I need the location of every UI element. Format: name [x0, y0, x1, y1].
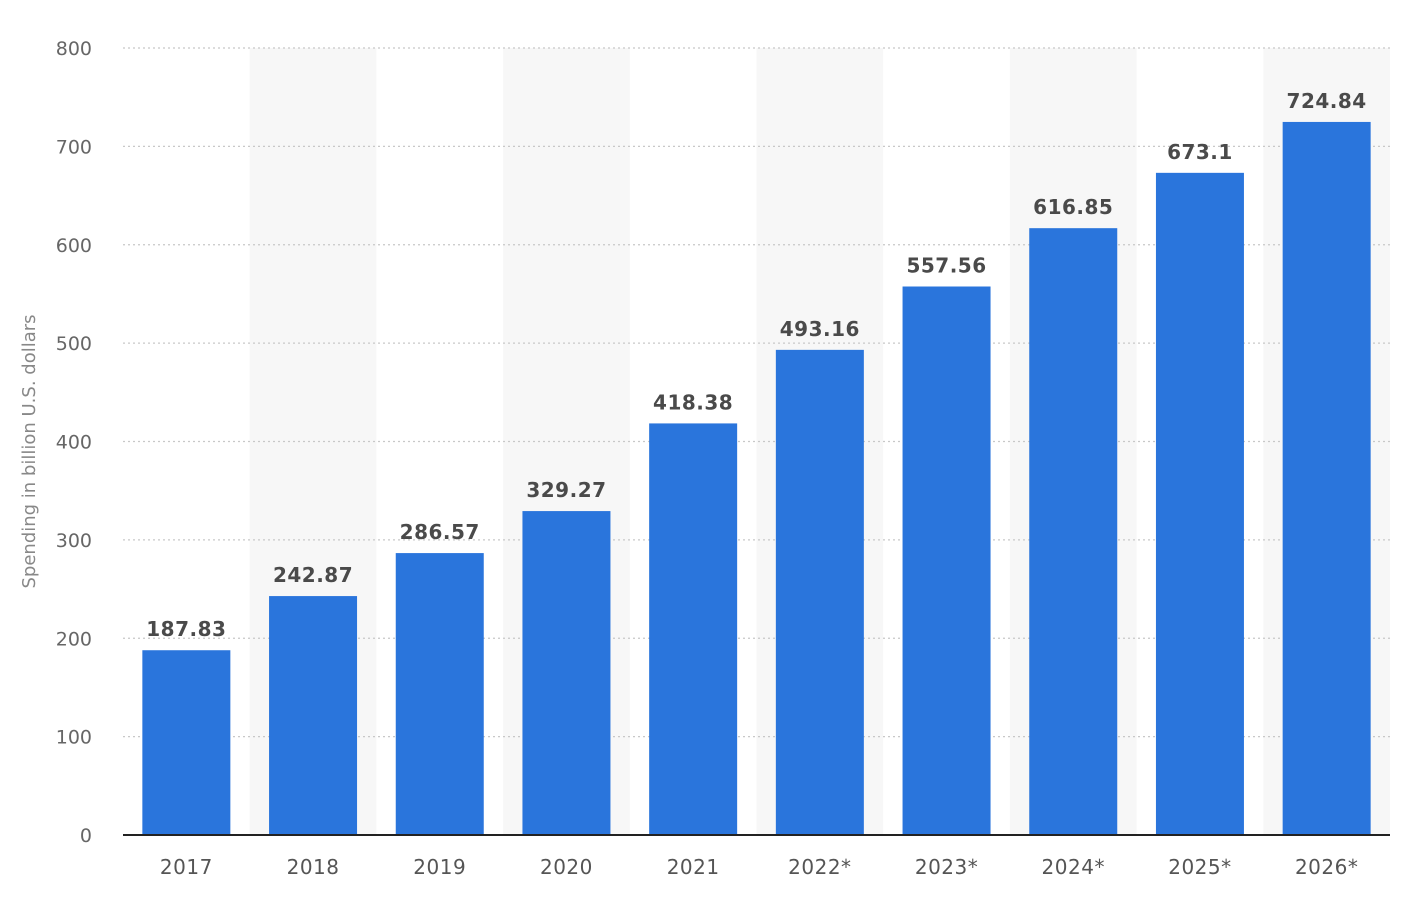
- y-tick-label: 100: [56, 727, 92, 749]
- bar: [775, 349, 864, 835]
- value-label: 242.87: [273, 563, 353, 587]
- bar: [902, 286, 991, 835]
- x-tick-label: 2021: [667, 855, 720, 879]
- value-label: 673.1: [1167, 140, 1233, 164]
- x-tick-label: 2019: [413, 855, 466, 879]
- y-axis-ticks: 0 100 200 300 400 500 600 700 800: [56, 38, 92, 847]
- y-tick-label: 400: [56, 432, 92, 454]
- bar: [142, 650, 231, 835]
- value-label: 616.85: [1033, 195, 1113, 219]
- bar: [522, 511, 611, 835]
- bar: [1029, 228, 1118, 835]
- x-tick-label: 2020: [540, 855, 593, 879]
- bar: [649, 423, 738, 835]
- value-label: 557.56: [906, 254, 986, 278]
- x-tick-label: 2017: [160, 855, 213, 879]
- bars: [142, 121, 1371, 835]
- y-tick-label: 500: [56, 333, 92, 355]
- bar: [1155, 172, 1244, 835]
- value-label: 724.84: [1287, 89, 1367, 113]
- x-axis-labels: 2017 2018 2019 2020 2021 2022* 2023* 2024* 2025*…: [160, 855, 1358, 879]
- x-tick-label: 2026*: [1295, 855, 1358, 879]
- y-tick-label: 300: [56, 530, 92, 552]
- y-tick-label: 0: [80, 825, 92, 847]
- value-label: 286.57: [400, 520, 480, 544]
- value-labels: 187.83 242.87 286.57 329.27 418.38 493.16 557.…: [146, 89, 1366, 641]
- value-label: 329.27: [526, 478, 606, 502]
- value-label: 187.83: [146, 617, 226, 641]
- bar: [395, 553, 484, 835]
- y-tick-label: 600: [56, 235, 92, 257]
- x-tick-label: 2025*: [1168, 855, 1231, 879]
- y-tick-label: 700: [56, 136, 92, 158]
- bar: [269, 596, 358, 835]
- y-axis-title: Spending in billion U.S. dollars: [19, 314, 40, 588]
- x-tick-label: 2018: [287, 855, 340, 879]
- x-tick-label: 2022*: [788, 855, 851, 879]
- x-tick-label: 2024*: [1042, 855, 1105, 879]
- y-tick-label: 200: [56, 628, 92, 650]
- bar: [1282, 121, 1371, 835]
- x-tick-label: 2023*: [915, 855, 978, 879]
- y-tick-label: 800: [56, 38, 92, 60]
- value-label: 493.16: [780, 317, 860, 341]
- value-label: 418.38: [653, 390, 733, 414]
